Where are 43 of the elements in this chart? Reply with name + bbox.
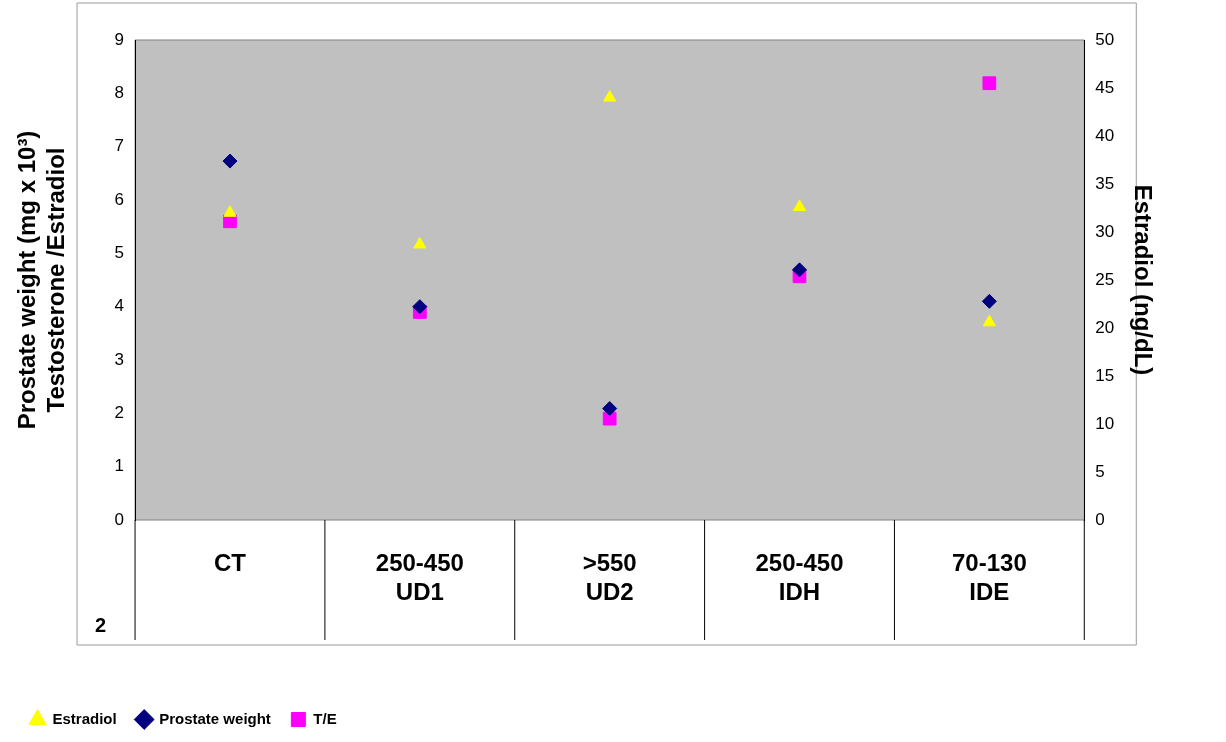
y2-tick-label: 20 — [1095, 317, 1115, 337]
y2-tick-label: 15 — [1095, 365, 1115, 385]
point — [602, 401, 618, 417]
point — [792, 262, 808, 278]
point — [981, 293, 997, 309]
legend-label: T/E — [313, 709, 337, 727]
y-tick-label: 4 — [114, 296, 125, 316]
y-tick-label: 7 — [114, 136, 125, 156]
y2-axis-title: Estradiol (ng/dL) — [1129, 184, 1157, 376]
y2-tick-label: 30 — [1095, 221, 1115, 241]
y-tick-label: 6 — [114, 189, 125, 209]
y2-tick-label: 40 — [1095, 125, 1115, 145]
y-tick-label: 2 — [114, 403, 125, 423]
point — [982, 76, 997, 91]
legend-label: Prostate weight — [159, 709, 271, 727]
text: 2 — [95, 614, 107, 636]
x-tick-label: >550 UD2 — [582, 549, 637, 605]
point — [222, 153, 238, 169]
y2-tick-label: 45 — [1095, 77, 1115, 97]
y2-tick-label: 25 — [1095, 269, 1115, 289]
y-axis-title: Prostate weight (mg x 10³) Testosterone /Estradiol — [13, 130, 69, 430]
point — [412, 299, 428, 315]
y2-tick-label: 5 — [1095, 461, 1105, 481]
y2-tick-label: 50 — [1095, 29, 1115, 49]
y2-tick-label: 10 — [1095, 413, 1115, 433]
y-tick-label: 1 — [114, 456, 125, 476]
x-tick-label: 70-130 IDE — [952, 549, 1027, 605]
y-tick-label: 0 — [114, 509, 125, 529]
y2-tick-label: 35 — [1095, 173, 1115, 193]
x-tick-label: 250-450 IDH — [755, 549, 844, 605]
x-tick-label: CT — [213, 549, 247, 577]
y-tick-label: 3 — [114, 349, 125, 369]
y-tick-label: 9 — [114, 29, 125, 49]
point — [223, 205, 237, 217]
point — [792, 199, 807, 212]
point — [413, 236, 427, 249]
y-tick-label: 8 — [114, 83, 125, 103]
x-tick-label: 250-450 UD1 — [375, 549, 464, 605]
legend-label: Estradiol — [52, 709, 117, 727]
point — [603, 90, 617, 102]
y-tick-label: 5 — [114, 243, 125, 263]
point — [982, 314, 996, 327]
y2-tick-label: 0 — [1095, 509, 1105, 529]
